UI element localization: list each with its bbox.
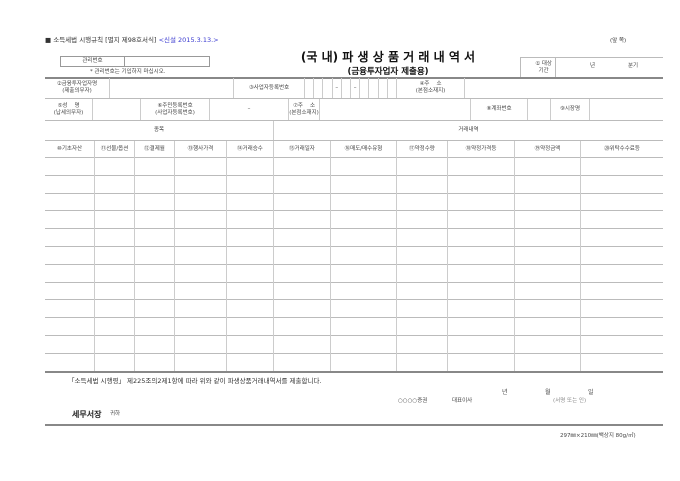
sign-day: 일 <box>588 389 594 396</box>
admin-number-field[interactable] <box>125 56 210 67</box>
column-header: ⑰약정수량 <box>396 141 447 157</box>
table-row-line <box>45 228 663 230</box>
column-header: ⑫결제월 <box>134 141 174 157</box>
column-header: ⑪선물/옵션 <box>94 141 134 157</box>
account-number-field[interactable] <box>528 99 550 120</box>
honorific: 귀하 <box>110 411 121 417</box>
column-header: ⑭거래승수 <box>226 141 273 157</box>
resident-number-field[interactable]: – <box>247 106 251 112</box>
column-divider <box>226 157 227 371</box>
table-row-line <box>45 210 663 212</box>
company-name-label: ②금융투자업자명 (제출의무자) <box>45 78 110 98</box>
submission-statement: 「소득세법 시행령」 제225조의2제1항에 따라 위와 같이 파생상품거래내역… <box>68 377 322 385</box>
column-header: ⑩기초자산 <box>56 145 83 152</box>
column-divider <box>94 157 95 371</box>
head-office-address-field[interactable] <box>465 78 663 98</box>
column-header: ⑳위탁수수료등 <box>580 141 663 157</box>
paper-spec: 297㎜×210㎜(백상지 80g/㎡) <box>560 433 636 439</box>
table-row-line <box>45 352 663 354</box>
column-header: ⑮거래일자 <box>273 141 330 157</box>
dash: – <box>333 78 342 98</box>
column-divider <box>447 157 448 371</box>
column-divider <box>330 157 331 371</box>
taxpayer-name-field[interactable] <box>93 99 140 120</box>
section-trade: 거래내역 <box>273 121 663 140</box>
taxpayer-name-label: ⑤성 명 (납세의무자) <box>45 99 93 120</box>
market-name-label: ⑨시장명 <box>550 99 590 120</box>
column-header: ⑬행사가격 <box>174 141 226 157</box>
column-divider <box>273 157 274 371</box>
admin-note: * 관리번호는 기입하지 마십시오. <box>90 69 166 75</box>
sign-year: 년 <box>502 389 508 396</box>
signature-placeholder: (서명 또는 인) <box>553 398 587 404</box>
market-name-field[interactable] <box>590 99 663 120</box>
column-header: ⑯매도/매수유형 <box>330 141 396 157</box>
business-number-field[interactable]: – – <box>305 78 398 98</box>
account-number-label: ⑧계좌번호 <box>470 99 528 120</box>
company-name-field[interactable] <box>110 78 233 98</box>
sign-month: 월 <box>545 389 551 396</box>
ceo-label: 대표이사 <box>452 398 473 404</box>
recipient: 세무서장 <box>72 410 102 419</box>
address-field[interactable] <box>320 99 470 120</box>
period-field[interactable] <box>555 57 663 77</box>
form-subtitle: (금융투자업자 제출용) <box>347 67 429 77</box>
column-divider <box>514 157 515 371</box>
table-row-line <box>45 174 663 176</box>
resident-number-label: ⑥주민등록번호 (사업자등록번호) <box>140 99 210 120</box>
table-row-line <box>45 299 663 301</box>
column-divider <box>580 157 581 371</box>
section-item: 종목 <box>153 127 165 133</box>
table-row-line <box>45 335 663 336</box>
column-header: ⑱약정가격등 <box>447 141 514 157</box>
securities-company: ○○○○증권 <box>398 398 428 404</box>
period-year: 년 <box>590 63 596 69</box>
form-reference: ■ 소득세법 시행규칙 [별지 제98호서식] <신설 2015.3.13.> <box>45 34 219 44</box>
revision-date: <신설 2015.3.13.> <box>158 36 219 44</box>
column-header: ⑲약정금액 <box>514 141 580 157</box>
table-row-line <box>45 317 663 319</box>
table-row-line <box>45 246 663 247</box>
address-label: ⑦주 소 (본점소재지) <box>288 99 320 120</box>
table-row-line <box>45 281 663 283</box>
period-label: ① 대상 기간 <box>520 57 555 77</box>
admin-number-label: 관리번호 <box>60 56 125 67</box>
column-divider <box>134 157 135 371</box>
page-side: (앞 쪽) <box>610 38 627 44</box>
column-divider <box>396 157 397 371</box>
head-office-address-label: ④주 소 (본점소재지) <box>397 78 465 98</box>
table-row-line <box>45 263 663 265</box>
law-reference: ■ 소득세법 시행규칙 [별지 제98호서식] <box>45 36 157 44</box>
period-half: 분기 <box>628 63 639 69</box>
table-row-line <box>45 192 663 194</box>
business-number-label: ③사업자등록번호 <box>233 78 305 98</box>
column-divider <box>174 157 175 371</box>
dash: – <box>351 78 361 98</box>
form-title: (국 내) 파 생 상 품 거 래 내 역 서 <box>300 50 476 64</box>
